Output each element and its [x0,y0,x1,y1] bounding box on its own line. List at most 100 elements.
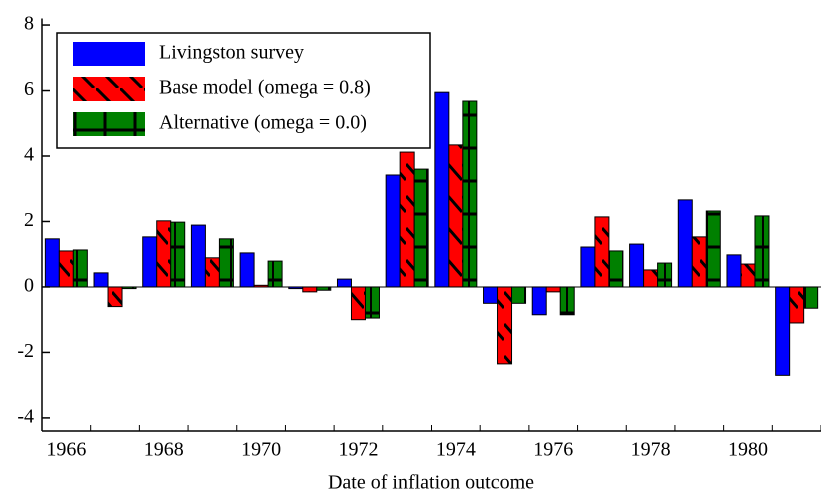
bar-hatch [219,238,234,287]
bar-group [726,254,742,288]
bar-hatch [448,144,463,287]
legend-label: Livingston survey [159,42,304,64]
bar-group [497,286,513,365]
bar-hatch [156,220,171,287]
y-tick-label: 4 [24,144,34,166]
bar-hatch [254,285,269,287]
bar-group [364,286,380,319]
bar-group [629,243,645,288]
bar [775,286,791,376]
bar [44,238,60,288]
bar-group [93,272,109,288]
y-tick-label: 2 [24,209,34,231]
legend-label: Base model (omega = 0.8) [159,77,371,99]
bar-group [336,278,352,288]
bar-hatch [740,264,755,287]
x-tick-label: 1980 [728,439,768,461]
bar-hatch [546,286,561,292]
bar-group [643,269,659,288]
bar-group [789,286,805,324]
bar [434,91,450,288]
x-tick-label: 1968 [144,439,184,461]
y-tick-label: 8 [24,13,34,35]
bar-group [399,151,415,288]
bar-hatch [316,286,331,291]
bar-hatch [803,286,818,309]
bar [93,272,109,288]
x-tick-label: 1974 [436,439,476,461]
bar-group [239,252,255,288]
bar-group [58,250,74,288]
bar-group [775,286,791,376]
bar-hatch [608,250,623,287]
bar-group [267,260,283,288]
y-tick-label: -4 [17,405,34,427]
x-tick-label: 1976 [533,439,573,461]
bar-group [483,286,499,304]
legend-label: Alternative (omega = 0.0) [159,112,367,134]
bar-group [608,250,624,288]
bar-group [350,286,366,321]
bar-hatch [59,250,74,287]
legend-swatch-hatch [73,77,145,101]
bar-group [462,100,478,288]
y-tick-label: -2 [17,340,34,362]
bar-hatch [789,286,804,323]
bar-hatch [73,249,88,287]
bar [629,243,645,288]
bar-hatch [122,286,137,289]
bar-hatch [706,211,721,287]
bar-hatch [351,286,366,320]
bar [336,278,352,288]
bar-group [434,91,450,288]
bar [677,199,693,288]
bar-group [190,224,206,288]
y-tick-label: 6 [24,78,34,100]
bar-group [156,220,172,288]
bar-group [754,215,770,288]
bar-hatch [170,222,185,287]
bar-hatch [400,152,415,287]
bar-hatch [365,286,380,319]
bar-group [448,144,464,288]
bar-hatch [497,286,512,364]
bar-group [594,216,610,288]
bar-group [142,236,158,288]
bar [580,246,596,288]
x-tick-label: 1978 [631,439,671,461]
bar [531,286,547,316]
bar-group [657,262,673,288]
bar-hatch [560,286,575,315]
bar-group [204,257,220,288]
bar-group [531,286,547,316]
legend: Livingston survey Base model (omega = 0.8… [56,32,431,149]
bar-group [705,210,721,288]
bar-group [740,263,756,288]
bar-hatch [462,101,477,287]
bar-group [691,236,707,288]
bar-hatch [302,286,317,292]
bar-group [545,286,561,293]
bar-hatch [657,263,672,287]
bar-group [413,168,429,288]
legend-swatch [73,42,145,66]
bar-group [170,221,186,288]
bars [44,91,819,376]
legend-swatch-hatch [73,112,145,136]
y-tick-label: 0 [24,275,34,297]
bar-hatch [692,236,707,287]
x-tick-label: 1972 [338,439,378,461]
bar-group [677,199,693,288]
bar-hatch [643,269,658,287]
bar-hatch [594,216,609,287]
bar-hatch [754,215,769,287]
x-tick-label: 1970 [241,439,281,461]
bar [239,252,255,288]
x-axis-label: Date of inflation outcome [328,472,534,493]
bar-hatch [108,286,123,307]
bar-group [107,286,123,308]
bar [483,286,499,304]
bar-group [385,174,401,288]
axes: -4 -2 0 2 4 6 8 1966 1968 1970 1972 1974 1976 1978 198… [17,13,821,461]
